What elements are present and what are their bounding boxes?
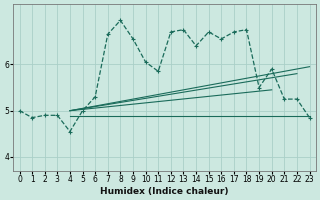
X-axis label: Humidex (Indice chaleur): Humidex (Indice chaleur): [100, 187, 229, 196]
